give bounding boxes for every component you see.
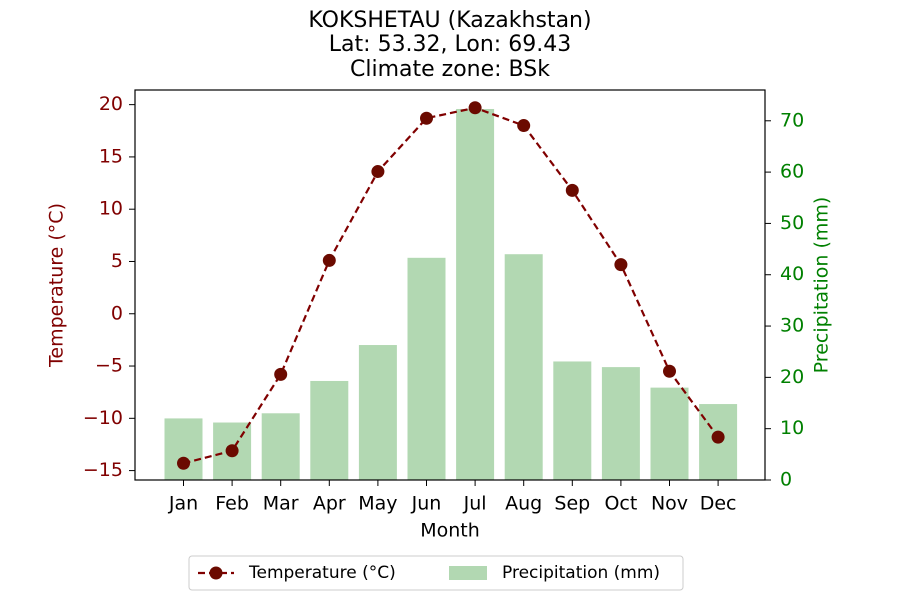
precipitation-bar-sep: [553, 361, 592, 480]
right-axis-ticks: 0 10 20 30 40 50 60 70: [765, 109, 804, 491]
temperature-point-aug: [517, 119, 531, 133]
x-tick-label: Aug: [505, 493, 542, 515]
left-tick-label: 5: [111, 250, 123, 272]
right-tick-label: 40: [780, 263, 804, 285]
temperature-point-nov: [663, 364, 676, 378]
precipitation-bar-may: [358, 345, 397, 480]
left-axis-label: Temperature (°C): [46, 203, 68, 368]
right-tick-label: 30: [780, 315, 804, 337]
temperature-point-dec: [711, 430, 725, 444]
temperature-point-jun: [420, 111, 433, 125]
right-tick-label: 10: [780, 417, 804, 439]
temperature-point-sep: [565, 183, 579, 197]
temperature-line: [183, 106, 719, 465]
right-tick-label: 20: [780, 366, 804, 388]
temperature-point-mar: [274, 367, 288, 381]
left-tick-label: 10: [99, 198, 123, 220]
precipitation-bar-oct: [601, 367, 640, 480]
x-tick-label: Sep: [554, 493, 590, 515]
right-tick-label: 70: [780, 109, 804, 131]
temperature-point-jul: [468, 101, 482, 115]
left-tick-label: −10: [83, 407, 123, 429]
legend-precipitation-swatch: [449, 566, 487, 580]
precipitation-bar-mar: [261, 413, 300, 480]
precipitation-bar-jan: [164, 418, 203, 480]
x-tick-label: Jul: [463, 493, 487, 515]
precipitation-bars: [164, 108, 738, 480]
x-tick-label: Apr: [313, 493, 346, 515]
x-tick-label: Nov: [651, 493, 688, 515]
precipitation-bar-jul: [456, 108, 495, 480]
x-tick-label: Jan: [168, 493, 198, 515]
temperature-series: [177, 101, 725, 470]
left-tick-label: 20: [99, 93, 123, 115]
temperature-point-may: [371, 165, 385, 179]
temperature-point-jan: [177, 456, 190, 470]
right-tick-label: 50: [780, 212, 804, 234]
legend-box: [188, 555, 684, 591]
chart-title-line-3: Climate zone: BSk: [350, 57, 550, 82]
left-axis-ticks: −15 −10 −5 0 5 10 15 20: [83, 93, 135, 481]
right-tick-label: 0: [780, 469, 792, 491]
chart-title-line-2: Lat: 53.32, Lon: 69.43: [329, 32, 571, 57]
left-tick-label: −15: [83, 459, 123, 481]
precipitation-bar-jun: [407, 257, 446, 480]
precipitation-bar-nov: [650, 387, 689, 480]
x-tick-label: May: [358, 493, 397, 515]
precipitation-bar-aug: [504, 254, 543, 480]
legend-temperature-label: Temperature (°C): [248, 563, 396, 583]
right-axis-label: Precipitation (mm): [811, 197, 833, 374]
left-tick-label: −5: [95, 355, 123, 377]
chart-title-line-1: KOKSHETAU (Kazakhstan): [308, 8, 591, 33]
x-tick-label: Feb: [215, 493, 249, 515]
temperature-point-oct: [614, 258, 628, 272]
x-tick-label: Dec: [700, 493, 737, 515]
x-tick-label: Jun: [411, 493, 442, 515]
temperature-point-apr: [322, 253, 336, 267]
plot-frame: [134, 89, 766, 481]
left-tick-label: 0: [111, 302, 123, 324]
precipitation-bar-apr: [310, 380, 349, 480]
x-axis-ticks: Jan Feb Mar Apr May Jun Jul Aug Sep Oct Nov Dec: [168, 480, 737, 515]
right-tick-label: 60: [780, 161, 804, 183]
legend-precipitation-label: Precipitation (mm): [502, 563, 660, 583]
x-tick-label: Mar: [263, 493, 299, 515]
legend: Temperature (°C) Precipitation (mm): [188, 555, 684, 591]
temperature-point-feb: [225, 444, 239, 458]
legend-temperature-marker: [209, 566, 223, 580]
left-tick-label: 15: [99, 145, 123, 167]
x-tick-label: Oct: [604, 493, 637, 515]
x-axis-label: Month: [420, 520, 480, 542]
